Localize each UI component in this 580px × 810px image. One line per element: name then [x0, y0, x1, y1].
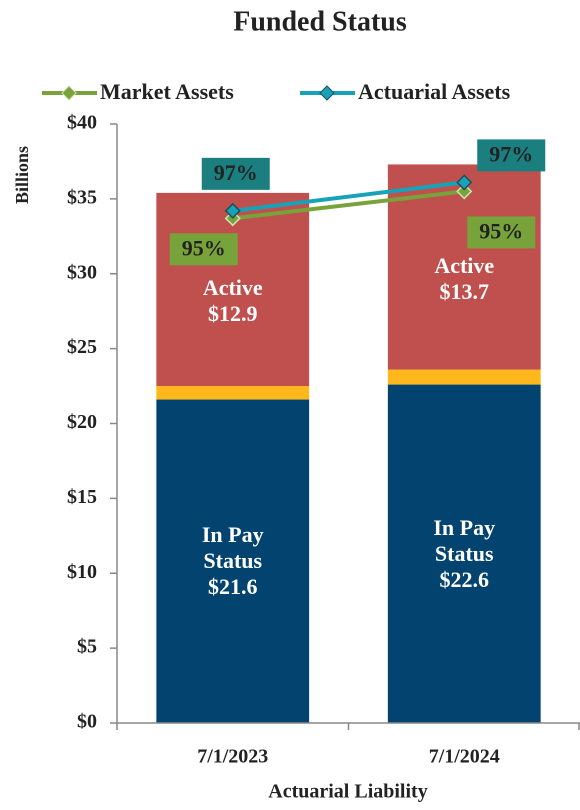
segment-name: In Pay Status [201, 522, 264, 574]
y-tick-label: $0 [77, 711, 97, 733]
point-label: 95% [479, 218, 523, 243]
bar-segment [156, 399, 310, 723]
legend-marker [61, 85, 77, 101]
chart-title: Funded Status [233, 6, 407, 37]
point-label: 97% [214, 160, 258, 185]
label-box [467, 216, 536, 249]
bar-segment [387, 369, 541, 385]
label-box [169, 233, 238, 266]
legend-label: Market Assets [100, 79, 234, 104]
y-tick-label: $10 [67, 561, 97, 583]
segment-label: Active $13.7 [414, 253, 514, 305]
segment-value: $22.6 [439, 566, 490, 592]
legend-marker [319, 85, 335, 101]
marker [224, 202, 241, 219]
x-tick-label: 7/1/2024 [429, 746, 500, 768]
segment-label: In Pay Status $21.6 [183, 522, 283, 600]
y-axis-label: Billions [12, 146, 32, 204]
segment-value: $21.6 [208, 574, 258, 600]
bar-segment [156, 386, 310, 400]
marker [456, 183, 473, 200]
y-tick-label: $20 [67, 411, 97, 433]
segment-value: $13.7 [439, 279, 490, 304]
segment-value: $12.9 [208, 301, 258, 327]
line [232, 180, 465, 213]
x-axis-label: Actuarial Liability [268, 781, 427, 803]
marker [456, 174, 473, 191]
y-tick-label: $40 [67, 112, 97, 134]
segment-name: In Pay Status [433, 514, 496, 566]
y-tick-label: $35 [67, 186, 97, 208]
y-tick-label: $5 [77, 636, 97, 658]
y-tick-label: $15 [67, 486, 97, 508]
segment-name: Active [202, 275, 263, 301]
label-box [201, 157, 270, 190]
y-tick-label: $30 [67, 261, 97, 283]
segment-label: In Pay Status $22.6 [414, 515, 514, 593]
segment-label: Active $12.9 [183, 275, 283, 327]
legend-label: Actuarial Assets [358, 79, 511, 104]
label-box [477, 139, 546, 172]
bar-segment [387, 384, 541, 723]
point-label: 95% [182, 235, 226, 260]
line [232, 189, 465, 221]
segment-name: Active [434, 253, 495, 278]
point-label: 97% [489, 141, 533, 166]
x-tick-label: 7/1/2023 [197, 746, 268, 768]
y-tick-label: $25 [67, 336, 97, 358]
